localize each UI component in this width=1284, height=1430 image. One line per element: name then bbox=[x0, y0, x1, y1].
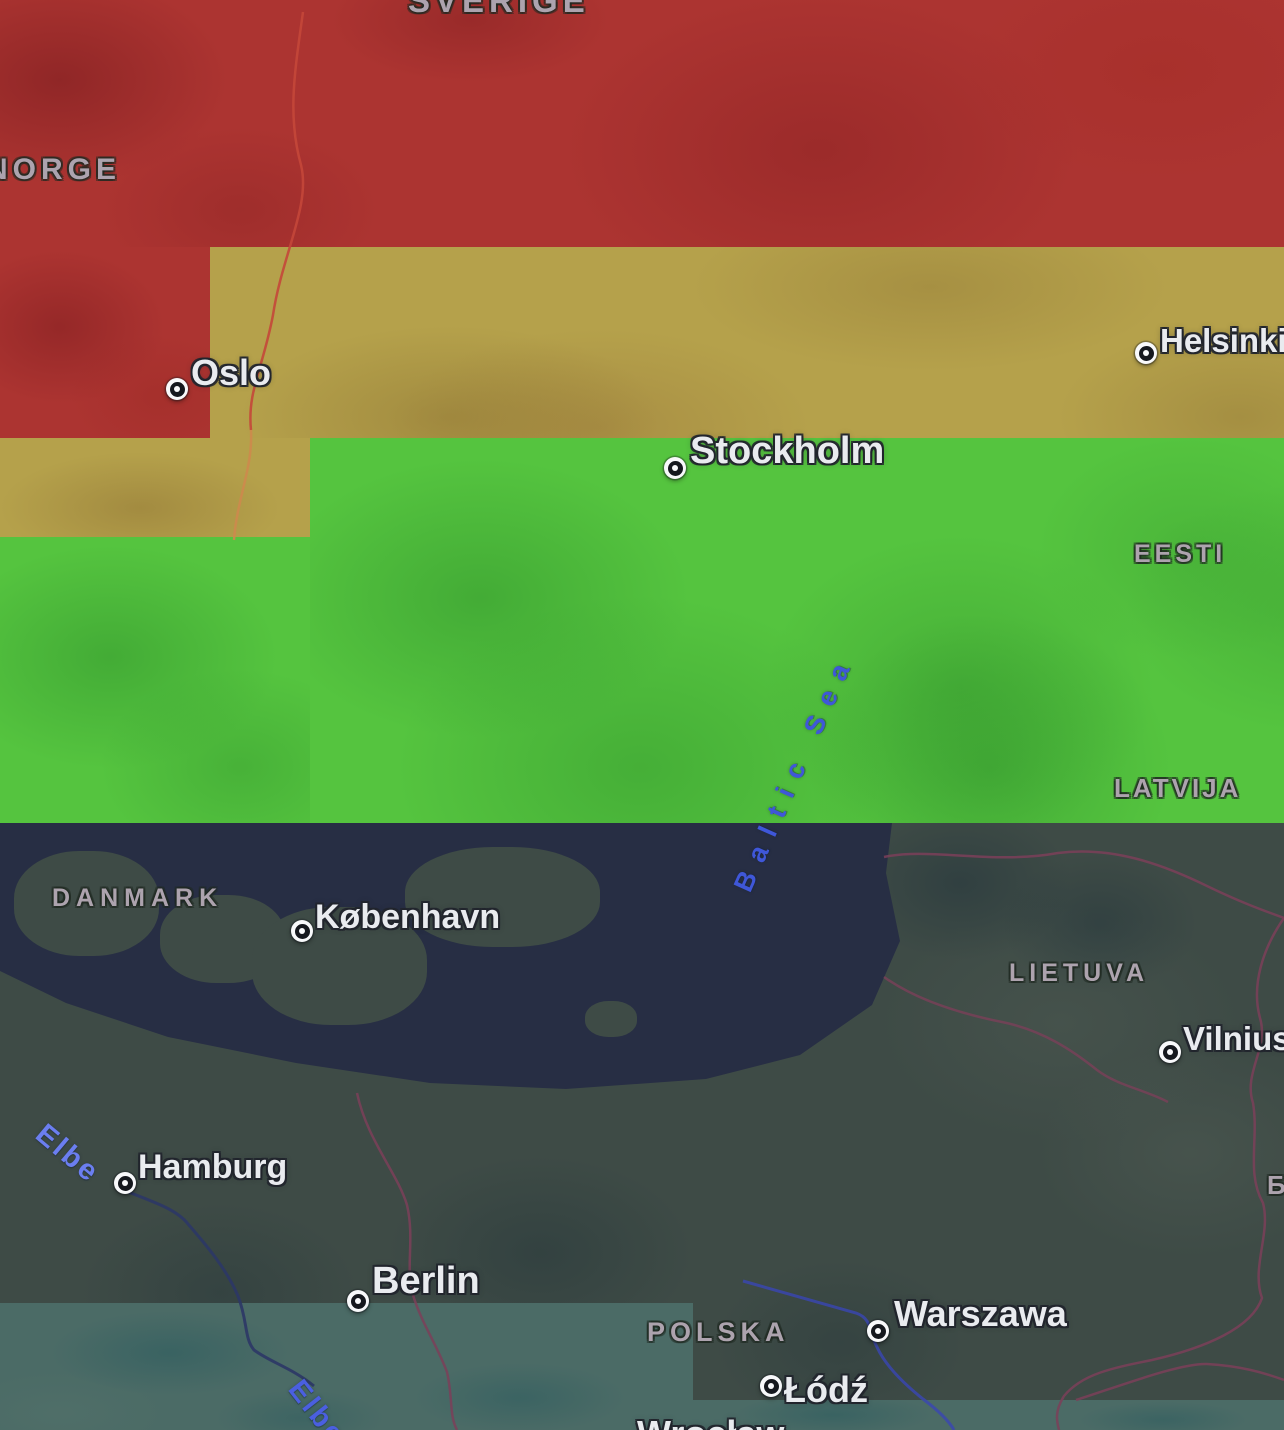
country-label-norge: NORGE bbox=[0, 153, 122, 186]
country-label-latvija: LATVIJA bbox=[1114, 773, 1242, 803]
country-label-eesti: EESTI bbox=[1134, 540, 1227, 568]
overlay-band-red bbox=[0, 0, 1284, 247]
border-poland-belarus bbox=[1075, 1362, 1284, 1402]
land-patch-zealand bbox=[252, 907, 427, 1025]
country-label-belarus-partial: Б bbox=[1267, 1170, 1284, 1200]
overlay-band-teal-left bbox=[0, 1303, 693, 1430]
city-marker bbox=[347, 1290, 369, 1312]
city-label: Stockholm bbox=[690, 430, 885, 472]
country-label-danmark: DANMARK bbox=[52, 884, 224, 912]
city-marker bbox=[664, 457, 686, 479]
border-norway-sweden bbox=[249, 11, 305, 431]
city-label: Vilnius bbox=[1183, 1020, 1284, 1057]
river-vistula bbox=[742, 1279, 956, 1430]
country-label-sverige: SVERIGE bbox=[408, 0, 590, 19]
city-marker bbox=[1135, 342, 1157, 364]
city-label: København bbox=[315, 898, 501, 936]
border-lithuania-poland bbox=[883, 975, 1169, 1104]
city-marker bbox=[867, 1320, 889, 1342]
river-elbe bbox=[122, 1188, 315, 1388]
city-marker bbox=[166, 378, 188, 400]
city-marker bbox=[291, 920, 313, 942]
city-label: Berlin bbox=[372, 1260, 480, 1302]
border-lithuania-belarus bbox=[1055, 917, 1284, 1430]
country-label-polska: POLSKA bbox=[647, 1317, 790, 1347]
land-patch-bornholm bbox=[585, 1001, 637, 1037]
overlay-band-red-left bbox=[0, 247, 210, 438]
city-label: Hamburg bbox=[138, 1148, 288, 1186]
city-label: Helsinki bbox=[1160, 322, 1284, 359]
border-norway-sweden-south bbox=[232, 429, 253, 541]
border-germany-poland bbox=[355, 1092, 459, 1430]
border-latvia-lithuania bbox=[883, 850, 1284, 920]
city-marker bbox=[1159, 1041, 1181, 1063]
city-label: Łódź bbox=[784, 1369, 868, 1410]
country-label-lietuva: LIETUVA bbox=[1009, 959, 1150, 987]
city-marker bbox=[114, 1172, 136, 1194]
overlay-band-green bbox=[310, 438, 1284, 823]
city-marker bbox=[760, 1375, 782, 1397]
land-patch-jutland bbox=[14, 851, 159, 956]
land-patch-skane bbox=[405, 847, 600, 947]
overlay-band-orange bbox=[210, 247, 1284, 438]
city-label: Warszawa bbox=[894, 1293, 1067, 1334]
overlay-band-orange-left bbox=[0, 438, 310, 537]
overlay-band-green-left bbox=[0, 537, 310, 823]
city-label: Oslo bbox=[191, 352, 272, 393]
overlay-band-teal-right bbox=[693, 1400, 1284, 1430]
city-label: Wrocław bbox=[637, 1416, 784, 1430]
